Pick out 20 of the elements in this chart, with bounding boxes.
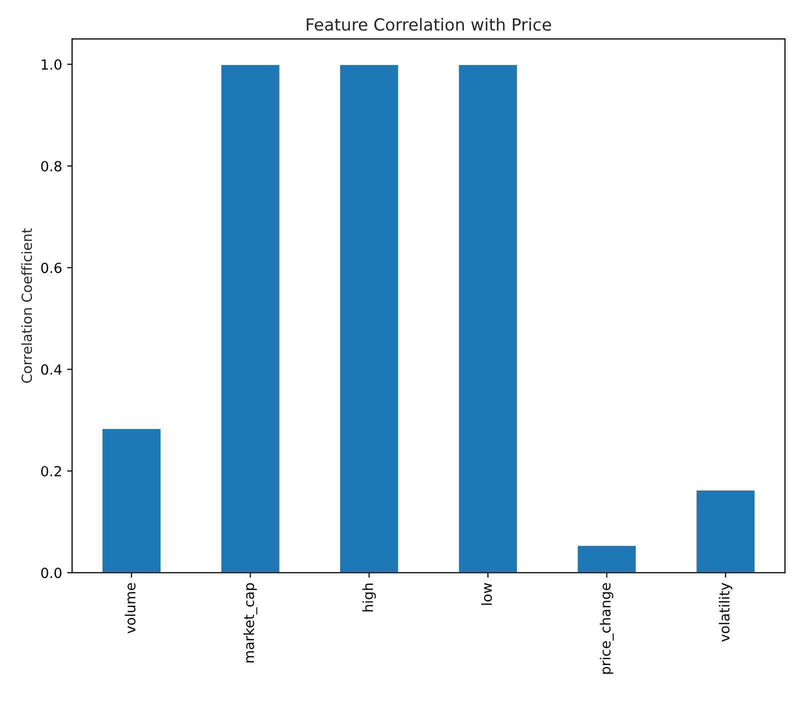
y-tick-label: 0.8 <box>41 160 62 172</box>
y-tick-label: 0.0 <box>41 568 62 578</box>
chart-title: Feature Correlation with Price <box>306 18 552 31</box>
bar <box>338 64 400 573</box>
x-tick-label: volume <box>124 583 136 634</box>
y-tick-label: 1.0 <box>42 59 62 70</box>
x-tick-label: volatility <box>718 582 732 642</box>
y-tick-label: 0.6 <box>41 262 62 274</box>
y-tick-label: 0.4 <box>41 364 62 375</box>
x-tick-label: price_change <box>600 583 614 674</box>
bar <box>220 64 281 573</box>
bar <box>576 544 638 573</box>
bar <box>458 64 518 573</box>
y-tick-label: 0.2 <box>41 466 61 476</box>
y-axis-title: Correlation Coefficient <box>21 228 32 383</box>
bar <box>101 428 162 573</box>
x-tick-label: low <box>481 582 492 605</box>
x-tick-label: high <box>362 584 376 612</box>
x-tick-label: market_cap <box>243 583 258 662</box>
bar <box>695 489 756 573</box>
